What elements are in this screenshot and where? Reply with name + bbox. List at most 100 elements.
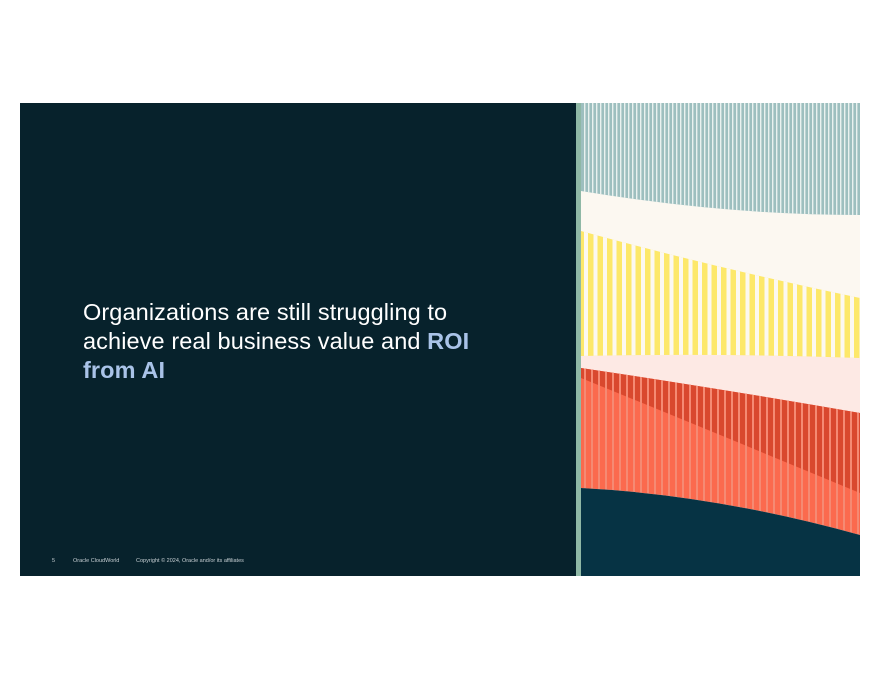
teal-stripe [592,103,594,215]
teal-stripe [756,103,758,215]
teal-stripe [844,103,846,215]
teal-stripe [724,103,726,215]
footer-copyright: Copyright © 2024, Oracle and/or its affi… [136,558,244,564]
teal-stripe [596,103,598,215]
red-stripe [661,368,663,535]
teal-stripe [660,103,662,215]
decorative-wave-artwork [576,103,860,576]
yellow-stripe [679,231,683,358]
art-red-stripes [584,368,859,535]
teal-stripe [632,103,634,215]
red-stripe [675,368,677,535]
teal-stripe [588,103,590,215]
red-stripe [815,368,817,535]
teal-stripe [848,103,850,215]
teal-stripe [608,103,610,215]
teal-stripe [744,103,746,215]
yellow-stripe [717,231,721,358]
slide: Organizations are still struggling to ac… [20,103,860,576]
red-stripe [619,368,621,535]
teal-stripe [704,103,706,215]
teal-stripe [740,103,742,215]
teal-stripe [812,103,814,215]
red-stripe [703,368,705,535]
yellow-stripe [622,231,626,358]
yellow-stripe [698,231,702,358]
red-stripe [829,368,831,535]
yellow-stripe [821,231,826,358]
yellow-stripe [802,231,807,358]
yellow-stripe [793,231,797,358]
teal-stripe [816,103,818,215]
yellow-stripe [612,231,617,358]
yellow-stripe [840,231,845,358]
teal-stripe [832,103,834,215]
art-teal-stripes [584,103,858,215]
teal-stripe [676,103,678,215]
slide-footer: 5 Oracle CloudWorld Copyright © 2024, Orac… [52,558,244,564]
art-divider [576,103,581,576]
yellow-stripe [603,231,607,358]
teal-stripe [764,103,766,215]
teal-stripe [708,103,710,215]
teal-stripe [712,103,714,215]
yellow-stripe [726,231,731,358]
teal-stripe [752,103,754,215]
teal-stripe [612,103,614,215]
slide-headline: Organizations are still struggling to ac… [83,298,503,385]
teal-stripe [820,103,822,215]
red-stripe [787,368,789,535]
red-stripe [633,368,635,535]
teal-stripe [768,103,770,215]
teal-stripe [808,103,810,215]
teal-stripe [776,103,778,215]
red-stripe [731,368,733,535]
yellow-stripe [755,231,759,358]
yellow-stripe [688,231,693,358]
yellow-stripe [831,231,835,358]
red-stripe [717,368,719,535]
yellow-stripe [669,231,674,358]
teal-stripe [656,103,658,215]
red-stripe [668,368,670,535]
footer-brand: Oracle CloudWorld [73,558,120,564]
red-stripe [584,368,586,535]
yellow-stripe [593,231,598,358]
teal-stripe [636,103,638,215]
teal-stripe [788,103,790,215]
red-stripe [710,368,712,535]
teal-stripe [624,103,626,215]
teal-stripe [688,103,690,215]
red-stripe [843,368,845,535]
teal-stripe [716,103,718,215]
red-stripe [857,368,859,535]
red-stripe [759,368,761,535]
teal-stripe [664,103,666,215]
art-dark-red-band [581,368,860,493]
red-stripe [745,368,747,535]
teal-stripe [748,103,750,215]
teal-stripe [584,103,586,215]
yellow-stripe [745,231,750,358]
yellow-stripe [650,231,655,358]
red-stripe [801,368,803,535]
teal-stripe [640,103,642,215]
red-stripe [836,368,838,535]
teal-stripe [648,103,650,215]
red-stripe [794,368,796,535]
red-stripe [598,368,600,535]
red-stripe [689,368,691,535]
yellow-stripe [764,231,769,358]
teal-stripe [604,103,606,215]
teal-stripe [644,103,646,215]
red-stripe [605,368,607,535]
yellow-stripe [631,231,636,358]
headline-main-text: Organizations are still struggling to ac… [83,299,448,354]
red-stripe [773,368,775,535]
red-stripe [752,368,754,535]
red-stripe [780,368,782,535]
yellow-stripe [584,231,588,358]
teal-stripe [828,103,830,215]
teal-stripe [760,103,762,215]
teal-stripe [680,103,682,215]
